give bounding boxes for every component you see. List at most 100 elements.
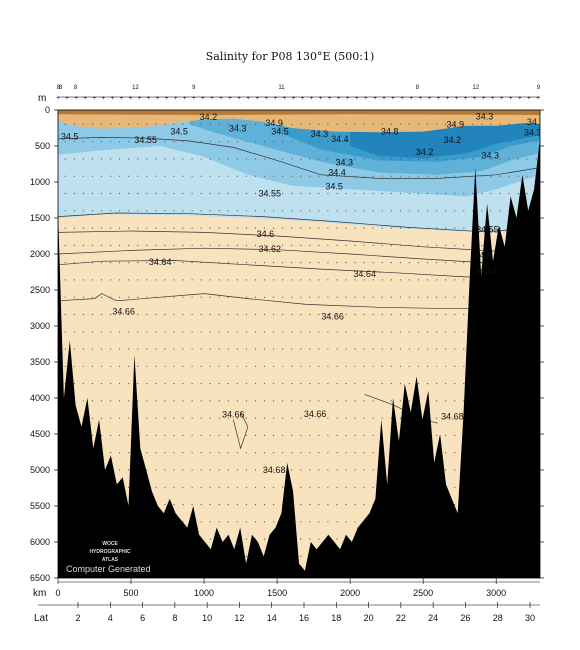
sample-dot (209, 469, 211, 471)
sample-dot (82, 348, 84, 350)
contour-label: 34.3 (524, 127, 542, 137)
sample-dot (73, 365, 75, 367)
sample-dot (282, 469, 284, 471)
station-label: 12 (472, 85, 479, 91)
sample-dot (372, 175, 374, 177)
sample-dot (381, 296, 383, 298)
sample-dot (182, 175, 184, 177)
sample-dot (291, 331, 293, 333)
sample-dot (91, 141, 94, 143)
sample-dot (454, 175, 456, 177)
sample-dot (200, 123, 202, 125)
sample-dot (436, 141, 438, 143)
sample-dot (300, 244, 302, 246)
sample-dot (390, 210, 392, 212)
sample-dot (209, 365, 211, 367)
sample-dot (318, 469, 320, 471)
sample-dot (254, 452, 257, 454)
sample-dot (218, 279, 220, 281)
sample-dot (155, 486, 157, 488)
sample-dot (91, 296, 94, 298)
sample-dot (146, 141, 148, 143)
sample-dot (110, 158, 112, 160)
sample-dot (173, 417, 175, 419)
sample-dot (354, 175, 356, 177)
sample-dot (354, 434, 356, 436)
sample-dot (336, 279, 338, 281)
sample-dot (263, 538, 266, 540)
watermark-text: ATLAS (102, 557, 119, 563)
sample-dot (100, 313, 103, 316)
sample-dot (363, 123, 365, 125)
station-marker: + (56, 96, 60, 102)
sample-dot (191, 141, 193, 143)
sample-dot (209, 141, 211, 143)
sample-dot (218, 383, 220, 385)
lat-tick-label: 28 (493, 613, 503, 623)
sample-dot (372, 158, 374, 160)
sample-dot (372, 279, 374, 281)
km-axis-title: km (33, 588, 46, 599)
contour-label: 34.9 (265, 118, 283, 128)
sample-dot (146, 331, 148, 333)
sample-dot (300, 331, 302, 333)
sample-dot (426, 210, 429, 212)
sample-dot (327, 504, 329, 506)
sample-dot (254, 296, 257, 298)
sample-dot (327, 348, 329, 350)
sample-dot (200, 365, 202, 367)
sample-dot (245, 210, 247, 212)
sample-dot (445, 192, 447, 195)
sample-dot (273, 348, 275, 350)
sample-dot (209, 227, 211, 229)
sample-dot (463, 175, 465, 177)
sample-dot (100, 331, 103, 333)
sample-dot (245, 400, 247, 402)
sample-dot (408, 192, 410, 195)
sample-dot (200, 192, 202, 195)
lat-tick-label: 14 (267, 613, 277, 623)
sample-dot (408, 348, 410, 350)
sample-dot (309, 417, 311, 419)
sample-dot (300, 521, 302, 523)
sample-dot (182, 348, 184, 350)
sample-dot (372, 262, 374, 264)
sample-dot (454, 210, 456, 212)
sample-dot (481, 192, 483, 195)
sample-dot (454, 504, 456, 506)
sample-dot (282, 383, 284, 385)
sample-dot (354, 486, 356, 488)
sample-dot (445, 279, 447, 281)
sample-dot (191, 192, 193, 195)
sample-dot (110, 383, 112, 385)
sample-dot (100, 175, 103, 177)
sample-dot (408, 175, 410, 177)
km-tick-label: 1500 (267, 588, 287, 598)
sample-dot (426, 279, 429, 281)
sample-dot (110, 141, 112, 143)
sample-dot (100, 141, 103, 143)
sample-dot (82, 296, 84, 298)
sample-dot (363, 486, 365, 488)
sample-dot (381, 279, 383, 281)
sample-dot (82, 123, 84, 125)
sample-dot (454, 348, 456, 350)
sample-dot (327, 192, 329, 195)
sample-dot (110, 244, 112, 246)
sample-dot (372, 452, 374, 454)
sample-dot (218, 296, 220, 298)
sample-dot (82, 279, 84, 281)
sample-dot (191, 400, 193, 402)
sample-dot (100, 262, 103, 264)
sample-dot (490, 210, 492, 212)
sample-dot (82, 192, 84, 195)
sample-dot (119, 469, 121, 471)
sample-dot (300, 365, 302, 367)
sample-dot (73, 244, 75, 246)
station-marker: + (409, 96, 413, 102)
lat-tick-label: 4 (108, 613, 113, 623)
sample-dot (426, 123, 429, 125)
sample-dot (263, 365, 266, 367)
